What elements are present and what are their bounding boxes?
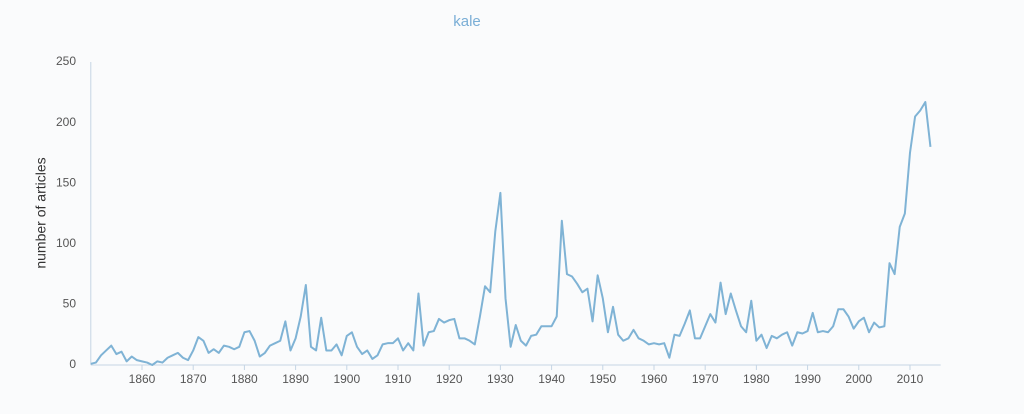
x-tick-label: 1990 bbox=[794, 372, 821, 386]
y-tick-label: 100 bbox=[56, 236, 76, 250]
y-tick-label: 250 bbox=[56, 54, 76, 68]
x-tick-label: 1890 bbox=[282, 372, 309, 386]
x-tick-label: 1880 bbox=[231, 372, 258, 386]
x-tick-label: 1870 bbox=[180, 372, 207, 386]
x-tick-label: 1930 bbox=[487, 372, 514, 386]
x-tick-label: 2010 bbox=[897, 372, 924, 386]
x-tick-label: 1920 bbox=[436, 372, 463, 386]
x-tick-label: 1900 bbox=[333, 372, 360, 386]
y-tick-label: 200 bbox=[56, 115, 76, 129]
y-tick-label: 0 bbox=[69, 357, 76, 371]
x-tick-label: 1960 bbox=[641, 372, 668, 386]
x-tick-label: 1970 bbox=[692, 372, 719, 386]
x-tick-label: 1860 bbox=[129, 372, 156, 386]
x-tick-label: 1950 bbox=[589, 372, 616, 386]
x-tick-label: 1980 bbox=[743, 372, 770, 386]
y-tick-label: 50 bbox=[63, 297, 77, 311]
chart-title: kale bbox=[453, 13, 481, 30]
x-tick-label: 1940 bbox=[538, 372, 565, 386]
x-tick-label: 2000 bbox=[845, 372, 872, 386]
y-tick-label: 150 bbox=[56, 175, 76, 189]
y-axis-label: number of articles bbox=[33, 157, 49, 268]
x-tick-label: 1910 bbox=[385, 372, 412, 386]
data-line bbox=[90, 101, 932, 366]
